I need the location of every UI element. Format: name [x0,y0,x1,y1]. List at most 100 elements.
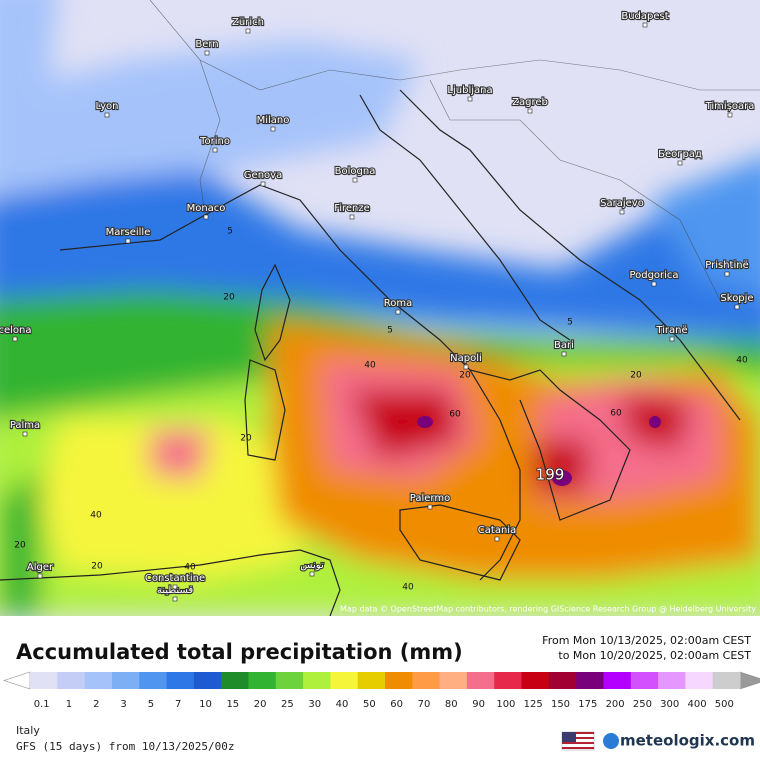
city-marker [669,336,675,342]
city-marker [467,96,473,102]
legend-value: 250 [633,699,652,710]
city-label: Roma [384,298,413,309]
legend-value: 2 [93,699,99,710]
city-marker [270,126,276,132]
city-label: Podgorica [629,270,678,281]
city-label: Zürich [232,17,264,28]
city-label: Constantine [145,573,205,584]
legend-value: 70 [418,699,431,710]
legend-swatch [658,672,686,689]
contour-label: 199 [536,466,565,484]
city-marker [395,309,401,315]
legend-swatch [221,672,249,689]
legend-value: 0.1 [34,699,50,710]
city-label: Sarajevo [600,198,644,209]
legend-swatch [385,672,413,689]
city-label: Timișoara [705,101,755,112]
legend-swatch [57,672,86,689]
contour-label: 5 [387,326,393,336]
contour-label: 40 [364,361,376,371]
legend-swatch [712,672,741,689]
city-label: Palma [10,420,40,431]
legend-value: 125 [524,699,543,710]
contour-label: 60 [449,410,461,420]
legend-swatch [685,672,714,689]
legend-value: 30 [308,699,321,710]
city-label: Bari [554,340,574,351]
contour-label: 60 [610,409,622,419]
city-marker [427,504,433,510]
city-marker [463,364,469,370]
legend-value: 15 [226,699,239,710]
city-label: Ljubljana [447,85,492,96]
city-marker [651,281,657,287]
city-marker [104,112,110,118]
city-label: Firenze [334,203,370,214]
legend-swatch [111,672,140,689]
legend-swatch [357,672,386,689]
city-marker [22,431,28,437]
city-marker [204,50,210,56]
legend-value: 400 [687,699,706,710]
coastlines [0,89,741,616]
city-marker [212,147,218,153]
city-label: Bern [195,39,218,50]
city-label: Catania [478,525,516,536]
legend-swatch [521,672,550,689]
arrow-left [3,671,31,690]
contour-label: 40 [90,511,102,521]
city-label: Milano [257,115,290,126]
city-label: Bologna [335,166,376,177]
legend-value: 7 [175,699,181,710]
contour-label: 40 [402,583,414,593]
us-flag [561,731,595,751]
city-label: Skopje [720,293,753,304]
legend-value: 90 [472,699,485,710]
contour-label: 20 [240,434,252,444]
city-marker [619,209,625,215]
precip-field [0,0,760,616]
legend-swatch [84,672,113,689]
legend-swatch [330,672,359,689]
city-label: Prishtinë [705,260,748,271]
contour-label: 5 [567,318,573,328]
legend-swatch [139,672,168,689]
contour-label: 20 [91,562,103,572]
legend-value: 40 [336,699,349,710]
legend-swatch [439,672,468,689]
contour-label: 20 [223,293,235,303]
legend-swatch [193,672,222,689]
city-marker [260,181,266,187]
city-marker [125,238,131,244]
city-label: Torino [199,136,230,147]
brand[interactable]: meteologix.com [620,732,755,750]
city-label: Alger [27,562,54,573]
arrow-right [739,671,760,690]
city-marker [727,112,733,118]
legend-swatch [30,672,58,689]
city-marker [309,571,315,577]
city-label: تونس [300,560,324,571]
city-marker [349,214,355,220]
city-label: Marseille [106,227,151,238]
city-marker [352,177,358,183]
brand-logo [603,733,619,749]
contour-label: 40 [736,356,748,366]
city-label: قسنطينة [157,585,194,596]
legend-swatch [275,672,304,689]
city-label: Palermo [410,493,450,504]
legend-swatch [412,672,441,689]
legend-value: 500 [715,699,734,710]
city-label: Tiranë [655,325,687,336]
legend-value: 1 [66,699,72,710]
legend-value: 100 [496,699,515,710]
city-marker [203,214,209,220]
legend-value: 25 [281,699,294,710]
legend-value: 3 [120,699,126,710]
city-marker [12,336,18,342]
city-label: Београд [658,149,702,160]
city-label: Lyon [95,101,118,112]
legend-value: 60 [390,699,403,710]
city-marker [561,351,567,357]
